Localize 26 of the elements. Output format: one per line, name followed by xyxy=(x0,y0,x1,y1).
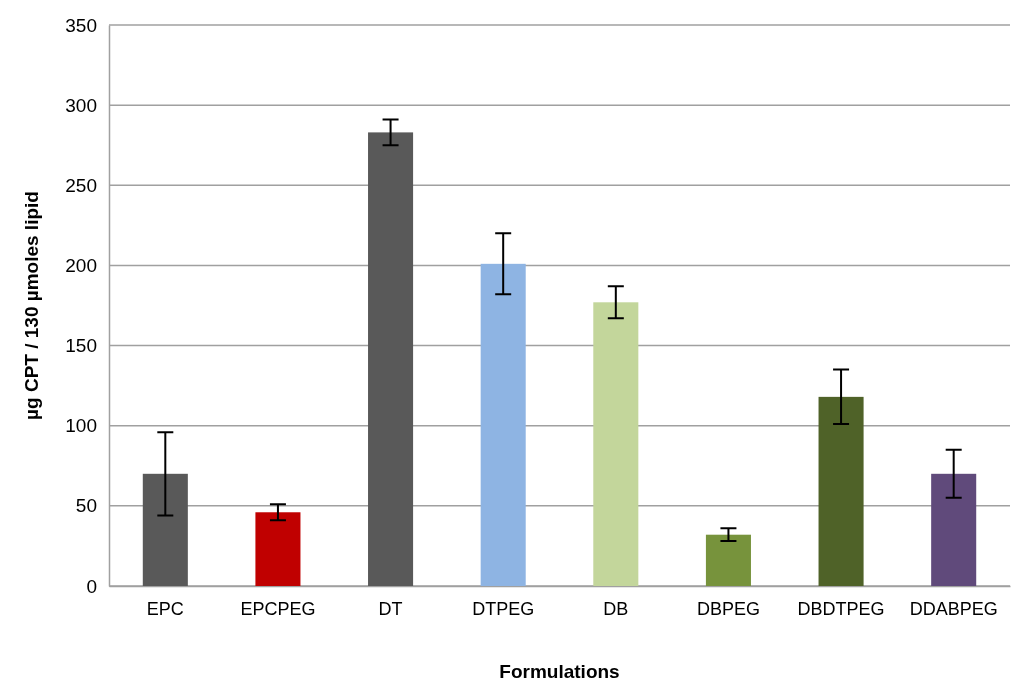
x-tick-label: DTPEG xyxy=(472,598,535,619)
y-tick-label: 150 xyxy=(65,335,97,357)
y-tick-label: 50 xyxy=(75,495,97,517)
bar xyxy=(705,534,751,586)
x-tick-label: DT xyxy=(378,598,403,619)
x-tick-label: DDABPEG xyxy=(909,598,998,619)
y-tick-label: 350 xyxy=(65,14,97,36)
bar xyxy=(142,473,188,586)
y-tick-label: 100 xyxy=(65,415,97,437)
x-tick-label: EPC xyxy=(146,598,184,619)
y-tick-label: 300 xyxy=(65,94,97,116)
x-tick-label: DB xyxy=(603,598,629,619)
x-tick-label: EPCPEG xyxy=(240,598,316,619)
x-axis-title: Formulations xyxy=(499,661,620,682)
bar xyxy=(818,396,864,586)
x-tick-label: DBDTPEG xyxy=(797,598,885,619)
bar xyxy=(931,473,977,586)
y-tick-label: 0 xyxy=(86,575,97,597)
bar xyxy=(480,263,526,586)
y-tick-label: 200 xyxy=(65,255,97,277)
y-tick-label: 250 xyxy=(65,174,97,196)
bar xyxy=(593,302,639,586)
bar xyxy=(255,512,301,586)
y-axis-title: µg CPT / 130 µmoles lipid xyxy=(21,191,42,420)
x-tick-label: DBPEG xyxy=(696,598,760,619)
bar xyxy=(368,132,414,586)
